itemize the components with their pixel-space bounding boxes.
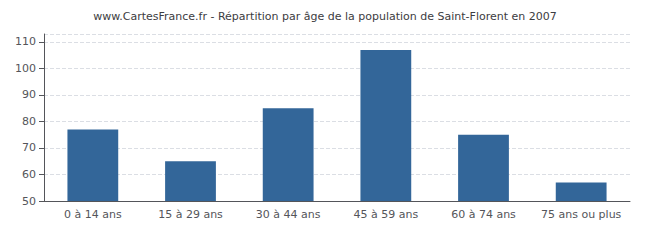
svg-text:80: 80 [22,115,36,128]
svg-text:50: 50 [22,195,36,208]
svg-text:www.CartesFrance.fr - Répartit: www.CartesFrance.fr - Répartition par âg… [93,10,557,23]
svg-text:60: 60 [22,168,36,181]
svg-text:70: 70 [22,141,36,154]
svg-text:100: 100 [15,62,36,75]
svg-text:15 à 29 ans: 15 à 29 ans [158,208,223,221]
svg-text:60 à 74 ans: 60 à 74 ans [451,208,516,221]
svg-text:75 ans ou plus: 75 ans ou plus [541,208,622,221]
svg-text:30 à 44 ans: 30 à 44 ans [256,208,321,221]
svg-text:0 à 14 ans: 0 à 14 ans [64,208,122,221]
svg-text:90: 90 [22,88,36,101]
svg-text:45 à 59 ans: 45 à 59 ans [353,208,418,221]
svg-text:110: 110 [15,35,36,48]
